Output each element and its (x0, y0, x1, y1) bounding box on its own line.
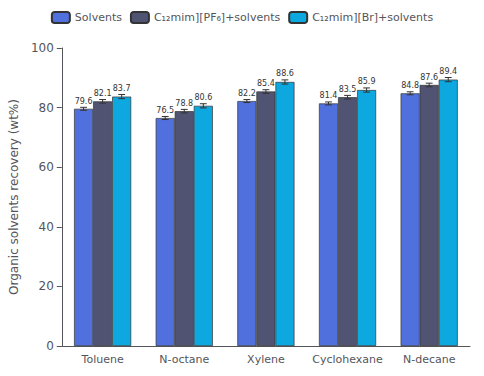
svg-text:Xylene: Xylene (247, 353, 285, 366)
svg-text:Organic solvents recovery (wt%: Organic solvents recovery (wt%) (7, 99, 21, 295)
svg-text:81.4: 81.4 (320, 91, 338, 100)
svg-text:76.5: 76.5 (156, 106, 174, 115)
svg-text:85.4: 85.4 (257, 79, 275, 88)
svg-text:83.7: 83.7 (113, 84, 131, 93)
svg-text:80.6: 80.6 (194, 93, 212, 102)
svg-text:Toluene: Toluene (81, 353, 124, 366)
svg-text:84.8: 84.8 (401, 81, 419, 90)
svg-text:88.6: 88.6 (276, 69, 294, 78)
svg-text:82.1: 82.1 (94, 89, 112, 98)
svg-text:89.4: 89.4 (439, 67, 457, 76)
svg-text:N-octane: N-octane (159, 353, 209, 366)
svg-text:20: 20 (39, 279, 54, 293)
svg-text:Cyclohexane: Cyclohexane (312, 353, 383, 366)
svg-text:100: 100 (31, 41, 54, 55)
svg-text:60: 60 (39, 160, 54, 174)
svg-text:0: 0 (46, 339, 54, 353)
svg-text:83.5: 83.5 (339, 85, 357, 94)
svg-text:C₁₂mim][PF₆]+solvents: C₁₂mim][PF₆]+solvents (154, 11, 281, 24)
svg-text:C₁₂mim][Br]+solvents: C₁₂mim][Br]+solvents (312, 11, 433, 24)
svg-text:85.9: 85.9 (358, 77, 376, 86)
svg-text:87.6: 87.6 (420, 73, 438, 82)
svg-text:N-decane: N-decane (403, 353, 456, 366)
svg-text:80: 80 (39, 101, 54, 115)
svg-text:40: 40 (39, 220, 54, 234)
svg-text:79.6: 79.6 (75, 97, 93, 106)
svg-text:Solvents: Solvents (75, 11, 122, 24)
svg-text:78.8: 78.8 (175, 99, 193, 108)
svg-text:82.2: 82.2 (238, 89, 256, 98)
